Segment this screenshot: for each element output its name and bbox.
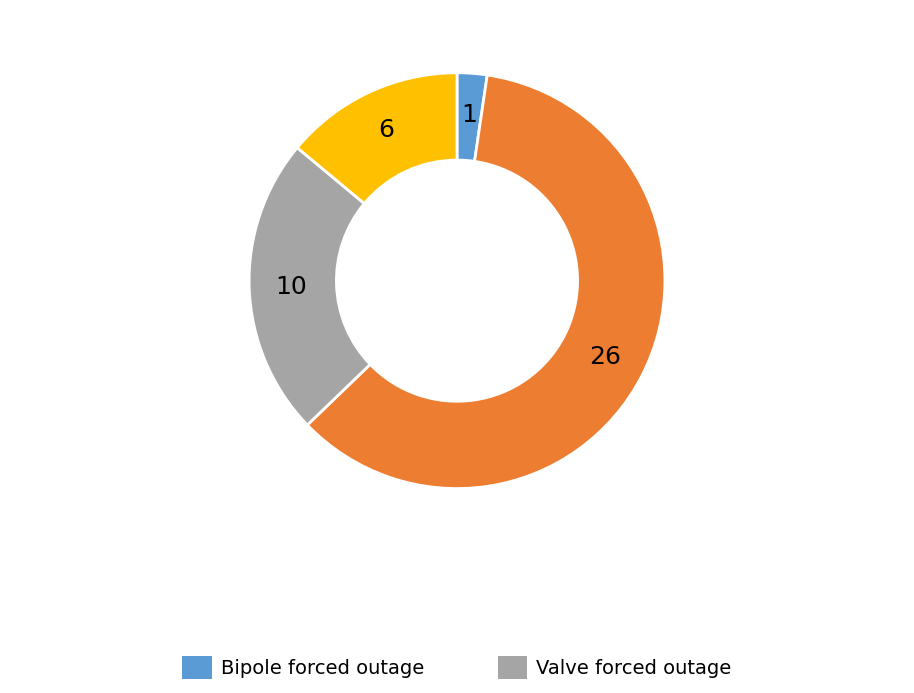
Legend: Bipole forced outage, Monopole forced outage, Valve forced outage, Unit forced o: Bipole forced outage, Monopole forced ou… [173,646,741,693]
Text: 10: 10 [275,274,307,299]
Text: 1: 1 [462,103,477,127]
Wedge shape [307,75,664,489]
Text: 26: 26 [589,344,621,369]
Wedge shape [250,148,370,425]
Wedge shape [297,73,457,204]
Text: 6: 6 [378,118,395,142]
Wedge shape [457,73,487,161]
